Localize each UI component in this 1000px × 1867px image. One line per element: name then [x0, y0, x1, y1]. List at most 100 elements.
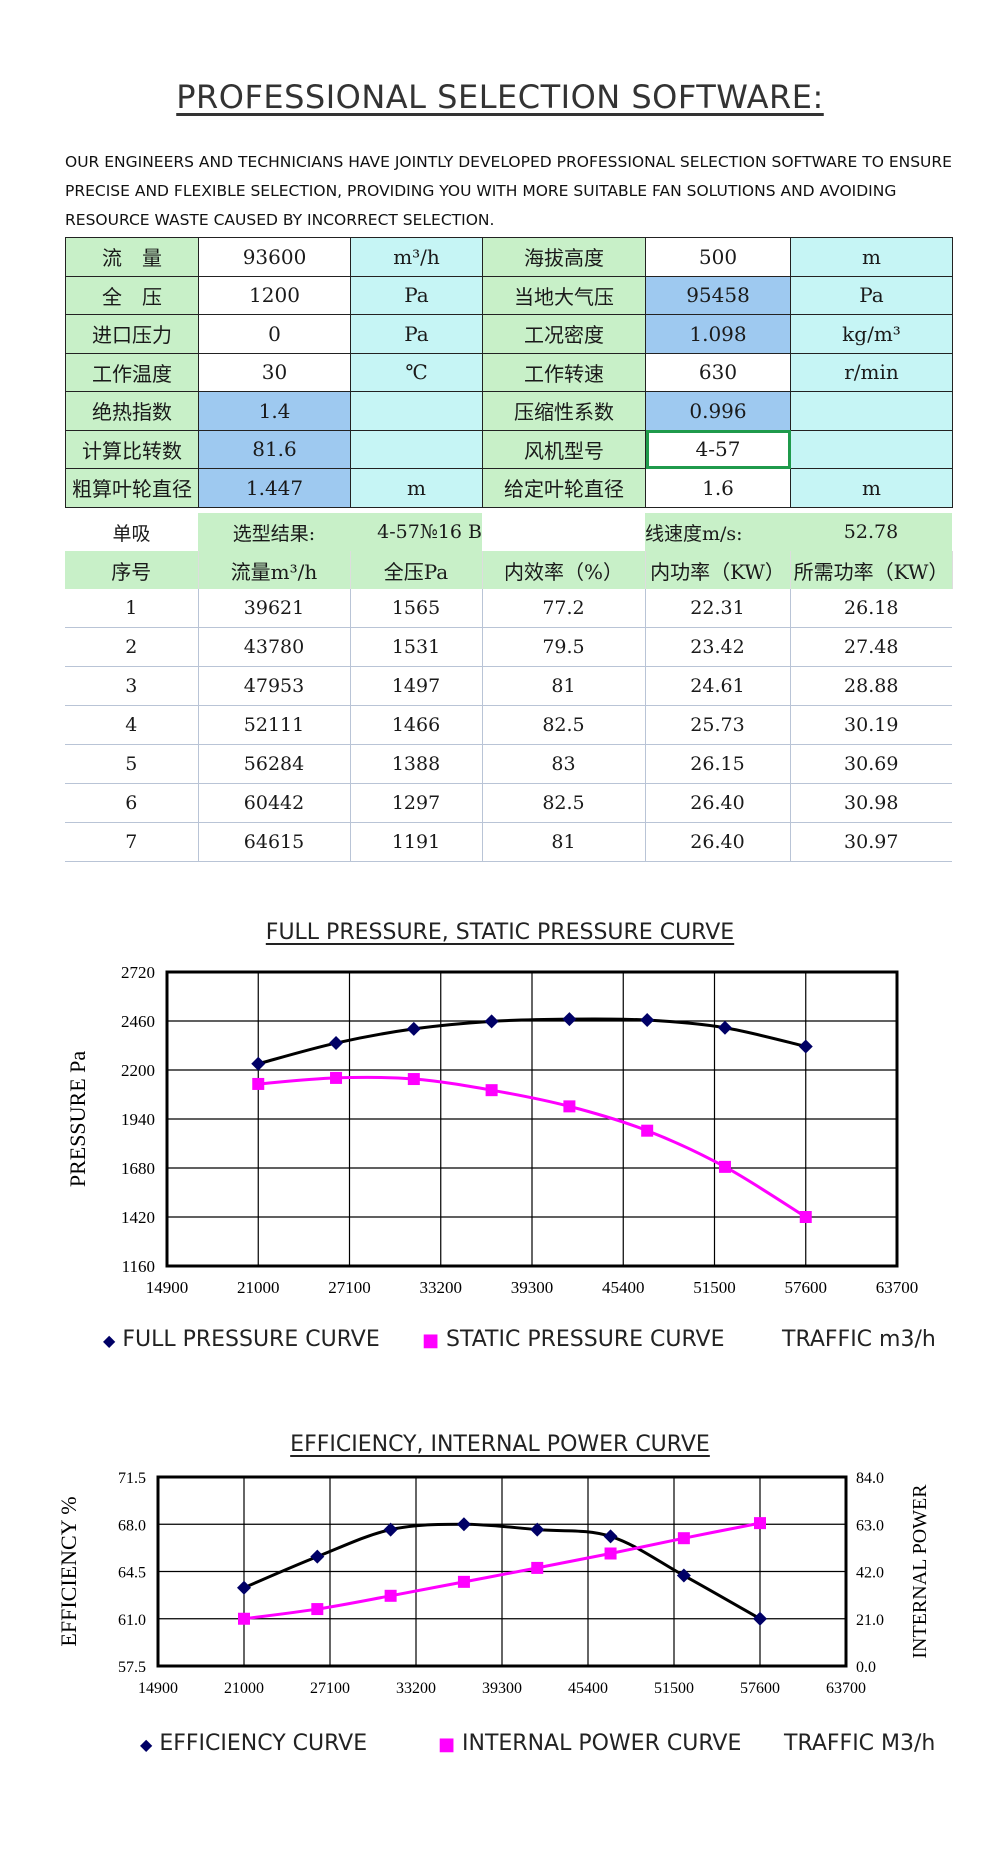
param-computed: 81.6: [198, 429, 351, 469]
data-point-diamond: [329, 1036, 344, 1051]
cell: 60442: [198, 783, 351, 823]
pressure-chart: 1160 1420 1680 1940 2200 2460 2720 14900 21000 27…: [65, 963, 918, 1297]
param-label: 工作温度: [65, 352, 199, 392]
chart2-title: EFFICIENCY, INTERNAL POWER CURVE: [290, 1432, 710, 1457]
cell: 1497: [350, 666, 483, 706]
cell: 28.88: [790, 666, 952, 706]
param-computed: 1.447: [198, 468, 351, 508]
param-label: 计算比转数: [65, 429, 199, 469]
y2-tick-label: 21.0: [856, 1612, 884, 1629]
col-header: 内效率（%）: [482, 551, 646, 589]
cell: 4: [65, 705, 199, 745]
y-tick-label: 2720: [121, 963, 155, 982]
data-point-diamond: [798, 1039, 813, 1054]
cell: 56284: [198, 744, 351, 784]
x-tick-label: 57600: [740, 1680, 780, 1697]
param-value[interactable]: 0: [198, 314, 351, 354]
data-point-square: [754, 1517, 766, 1530]
parameter-grid: 流 量 93600 m³/h 海拔高度 500 m 全 压 1200 Pa 当地…: [65, 237, 953, 508]
diamond-icon: ◆: [103, 1331, 116, 1350]
param-value[interactable]: 630: [645, 352, 791, 392]
param-value[interactable]: 1200: [198, 275, 351, 315]
param-row: 粗算叶轮直径 1.447 m 给定叶轮直径 1.6 m: [65, 468, 953, 508]
data-point-diamond: [383, 1522, 398, 1537]
cell: 77.2: [482, 589, 646, 628]
param-row: 进口压力 0 Pa 工况密度 1.098 kg/m³: [65, 314, 953, 354]
x-tick-label: 21000: [237, 1278, 280, 1297]
param-computed: 1.098: [645, 314, 791, 354]
param-value[interactable]: 1.6: [645, 468, 791, 508]
param-unit: [350, 429, 483, 469]
cell: 2: [65, 627, 199, 667]
y-tick-label: 1420: [121, 1208, 155, 1227]
cell: 81: [482, 822, 646, 862]
data-point-square: [330, 1071, 343, 1084]
param-unit: [790, 429, 953, 469]
chart2-xlabel: TRAFFIC M3/h: [784, 1731, 936, 1756]
param-label: 压缩性系数: [482, 391, 646, 431]
table-row: 1 39621 1565 77.2 22.31 26.18: [65, 589, 952, 628]
param-unit: m³/h: [350, 237, 483, 277]
param-value[interactable]: 30: [198, 352, 351, 392]
cell: 81: [482, 666, 646, 706]
series-line-1: [243, 1521, 761, 1621]
param-label: 绝热指数: [65, 391, 199, 431]
cell: 3: [65, 666, 199, 706]
x-tick-label: 51500: [654, 1680, 694, 1697]
speed-label: 线速度m/s:: [645, 513, 790, 551]
speed-value: 52.78: [790, 513, 952, 551]
param-unit: m: [790, 468, 953, 508]
param-unit: m: [350, 468, 483, 508]
param-computed: 95458: [645, 275, 791, 315]
cell: 27.48: [790, 627, 952, 667]
param-value[interactable]: 500: [645, 237, 791, 277]
x-tick-label: 51500: [693, 1278, 736, 1297]
x-tick-label: 27100: [328, 1278, 371, 1297]
data-point-square: [531, 1561, 544, 1574]
x-tick-label: 57600: [785, 1278, 828, 1297]
param-label: 流 量: [65, 237, 199, 277]
y-axis-title: EFFICIENCY %: [56, 1496, 81, 1646]
data-point-square: [252, 1077, 265, 1090]
param-value[interactable]: 93600: [198, 237, 351, 277]
legend-label: STATIC PRESSURE CURVE: [446, 1327, 725, 1352]
param-label: 工况密度: [482, 314, 646, 354]
data-point-square: [457, 1575, 470, 1588]
cell: 47953: [198, 666, 351, 706]
cell: 6: [65, 783, 199, 823]
data-point-diamond: [603, 1529, 618, 1544]
data-point-square: [563, 1100, 576, 1113]
param-label: 海拔高度: [482, 237, 646, 277]
param-unit: [790, 391, 953, 431]
cell: 24.61: [645, 666, 791, 706]
y-tick-label: 68.0: [118, 1517, 146, 1534]
intro-paragraph: OUR ENGINEERS AND TECHNICIANS HAVE JOINT…: [65, 153, 952, 229]
cell: 83: [482, 744, 646, 784]
param-computed: 1.4: [198, 391, 351, 431]
y-axis-title: PRESSURE Pa: [65, 1051, 90, 1188]
data-point-diamond: [640, 1013, 655, 1028]
cell: 82.5: [482, 705, 646, 745]
plot-frame: [156, 1475, 848, 1668]
x-tick-label: 14900: [146, 1278, 189, 1297]
data-point-diamond: [530, 1522, 545, 1537]
data-point-square: [311, 1603, 324, 1616]
results-table: 单吸 选型结果: 4-57№16 B 线速度m/s: 52.78 序号 流量m³…: [65, 513, 953, 862]
table-header-row: 序号 流量m³/h 全压Pa 内效率（%） 内功率（KW） 所需功率（KW）: [65, 551, 953, 589]
cell: 52111: [198, 705, 351, 745]
data-point-diamond: [237, 1580, 251, 1595]
fan-model-select[interactable]: 4-57 ▼: [645, 429, 791, 469]
result-summary-row: 单吸 选型结果: 4-57№16 B 线速度m/s: 52.78: [65, 513, 952, 551]
table-row: 2 43780 1531 79.5 23.42 27.48: [65, 627, 952, 667]
y2-axis-title: INTERNAL POWER: [909, 1484, 931, 1659]
x-tick-label: 33200: [396, 1680, 436, 1697]
square-icon: ■: [438, 1734, 456, 1755]
x-tick-label: 14900: [138, 1680, 178, 1697]
data-point-diamond: [717, 1020, 732, 1035]
cell: 1466: [350, 705, 483, 745]
diamond-icon: ◆: [140, 1735, 153, 1754]
cell: 1565: [350, 589, 483, 628]
cell: 82.5: [482, 783, 646, 823]
cell: 5: [65, 744, 199, 784]
param-unit: Pa: [350, 314, 483, 354]
